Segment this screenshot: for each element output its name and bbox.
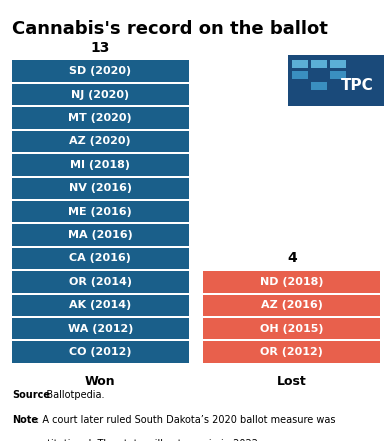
Bar [311,82,327,90]
Text: AZ (2016): AZ (2016) [261,300,323,310]
Bar [330,60,346,68]
Text: TPC: TPC [341,78,374,93]
Bar [12,341,189,363]
Text: Won: Won [85,375,116,388]
Text: AK (2014): AK (2014) [69,300,131,310]
Text: OR (2014): OR (2014) [69,277,132,287]
Text: ND (2018): ND (2018) [260,277,323,287]
Text: WA (2012): WA (2012) [67,324,133,334]
Text: ME (2016): ME (2016) [68,207,132,217]
Bar [12,248,189,269]
Text: Lost: Lost [277,375,307,388]
Text: MT (2020): MT (2020) [68,113,132,123]
Bar [330,82,346,90]
Text: unconstitutional. The state will vote again in 2022.: unconstitutional. The state will vote ag… [12,439,261,441]
Bar [288,55,384,106]
Bar [12,224,189,246]
Bar [311,60,327,68]
Bar [12,295,189,316]
Bar [12,271,189,293]
Bar [12,318,189,340]
Bar [203,271,380,293]
Text: NJ (2020): NJ (2020) [71,90,129,100]
Bar [12,131,189,152]
Text: MI (2018): MI (2018) [70,160,130,170]
Bar [12,178,189,199]
Bar [203,341,380,363]
Bar [292,82,309,90]
Text: 4: 4 [287,251,297,265]
Text: : A court later ruled South Dakota’s 2020 ballot measure was: : A court later ruled South Dakota’s 202… [36,415,336,425]
Bar [12,154,189,176]
Bar [292,71,309,79]
Text: Note: Note [12,415,38,425]
Bar [330,71,346,79]
Text: : Ballotpedia.: : Ballotpedia. [40,390,105,400]
Text: Source: Source [12,390,50,400]
Text: CA (2016): CA (2016) [69,254,131,263]
Bar [12,60,189,82]
Bar [311,71,327,79]
Text: AZ (2020): AZ (2020) [69,136,131,146]
Text: MA (2016): MA (2016) [68,230,132,240]
Bar [292,60,309,68]
Bar [12,84,189,105]
Text: SD (2020): SD (2020) [69,66,131,76]
Text: OH (2015): OH (2015) [260,324,323,334]
Text: Cannabis's record on the ballot: Cannabis's record on the ballot [12,20,328,38]
Bar [12,107,189,129]
Text: 13: 13 [91,41,110,55]
Bar [203,318,380,340]
Text: CO (2012): CO (2012) [69,347,131,357]
Bar [203,295,380,316]
Text: NV (2016): NV (2016) [69,183,132,193]
Text: OR (2012): OR (2012) [260,347,323,357]
Bar [12,201,189,222]
